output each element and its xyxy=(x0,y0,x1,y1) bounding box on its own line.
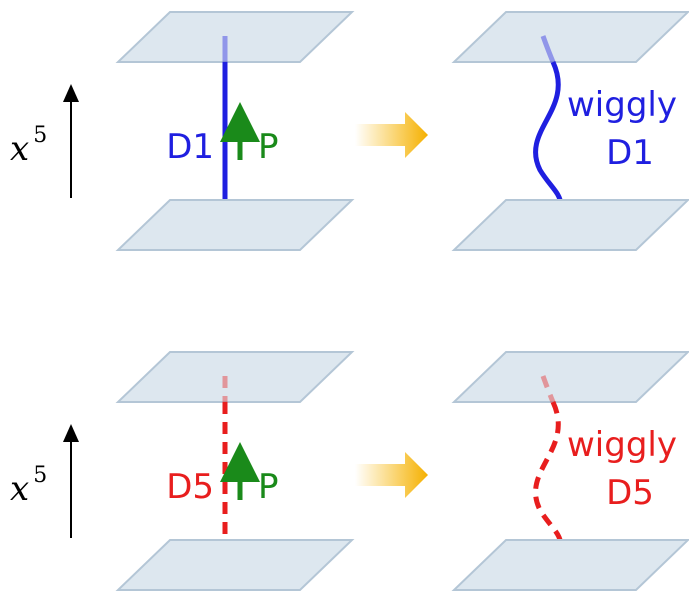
plane xyxy=(118,12,352,62)
momentum-label: P xyxy=(258,467,279,507)
axis-variable: x xyxy=(10,129,29,169)
plane xyxy=(454,200,688,250)
result-line1: wiggly xyxy=(567,85,677,125)
axis-variable: x xyxy=(10,469,29,509)
momentum-label: P xyxy=(258,127,279,167)
transition-arrow xyxy=(355,452,428,498)
result-line2: D1 xyxy=(606,133,654,173)
plane xyxy=(118,540,352,590)
brane-label: D5 xyxy=(166,467,214,507)
transition-arrow xyxy=(355,112,428,158)
plane xyxy=(454,540,688,590)
plane xyxy=(454,12,688,62)
axis-exponent: 5 xyxy=(33,463,47,488)
plane xyxy=(118,352,352,402)
result-line2: D5 xyxy=(606,473,654,513)
plane xyxy=(454,352,688,402)
plane xyxy=(118,200,352,250)
axis-exponent: 5 xyxy=(33,123,47,148)
diagram: x5D1PwigglyD1x5D5PwigglyD5 xyxy=(0,0,689,592)
brane-label: D1 xyxy=(166,127,214,167)
result-line1: wiggly xyxy=(567,425,677,465)
